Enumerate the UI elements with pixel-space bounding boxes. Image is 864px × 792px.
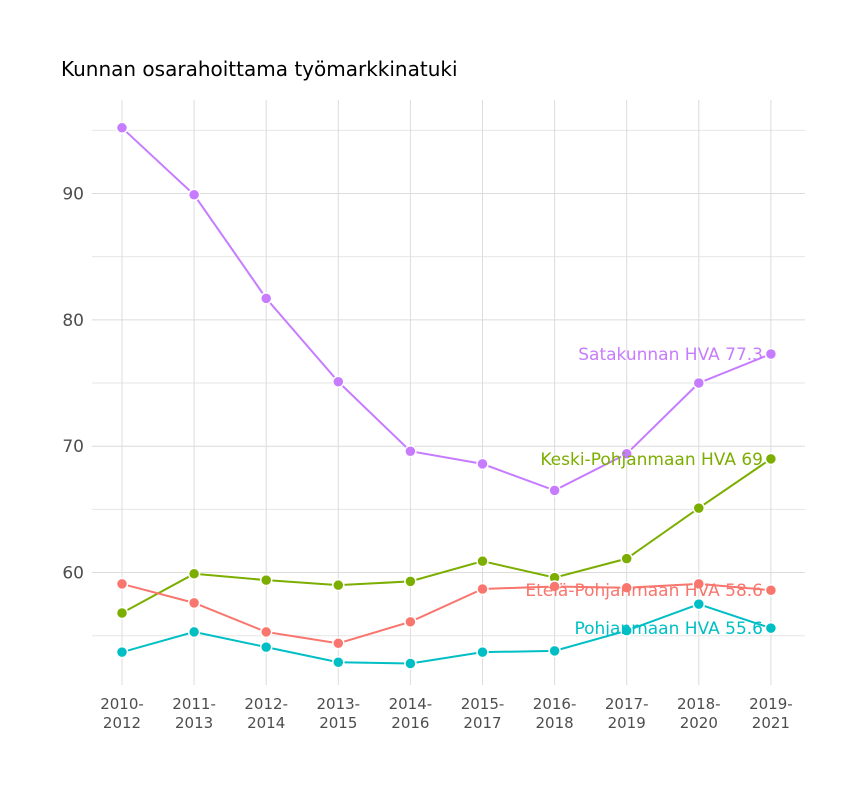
data-point [692, 577, 706, 591]
data-point [404, 575, 417, 588]
x-tick-label: 2016- [533, 695, 577, 713]
x-tick-label: 2011- [172, 695, 216, 713]
data-point [548, 484, 561, 497]
y-tick-label: 80 [62, 311, 84, 331]
data-point [764, 452, 778, 466]
data-point [764, 583, 778, 597]
series-end-label: Keski-Pohjanmaan HVA 69 [540, 450, 763, 470]
data-point [620, 581, 633, 594]
series-end-label: Pohjanmaan HVA 55.6 [574, 619, 763, 639]
data-point [259, 292, 273, 305]
x-tick-label: 2010- [100, 695, 144, 713]
data-point [548, 580, 561, 593]
data-point [332, 375, 345, 389]
data-point [187, 567, 201, 581]
data-point [115, 577, 129, 591]
data-point [115, 606, 129, 620]
data-point [259, 625, 273, 639]
y-tick-label: 70 [62, 437, 84, 457]
x-tick-label: 2018 [536, 714, 574, 732]
x-tick-label: 2020 [680, 714, 718, 732]
series-line [121, 582, 771, 645]
x-tick-label: 2016 [391, 714, 429, 732]
series-line [121, 127, 772, 492]
series-end-label: Satakunnan HVA 77.3 [578, 345, 763, 365]
x-tick-label: 2019- [749, 695, 793, 713]
data-point [259, 573, 273, 587]
x-tick-label: 2018- [677, 695, 721, 713]
data-point [476, 582, 489, 596]
data-point [476, 554, 489, 568]
data-point [404, 445, 417, 458]
x-tick-label: 2013- [317, 695, 361, 713]
data-point [115, 121, 129, 135]
series-line [121, 458, 772, 614]
data-point [187, 625, 201, 639]
data-point [187, 188, 201, 202]
data-point [692, 501, 706, 515]
x-tick-label: 2014 [247, 714, 285, 732]
x-tick-label: 2015 [319, 714, 357, 732]
x-tick-label: 2015- [461, 695, 505, 713]
data-point [187, 596, 201, 610]
data-point [548, 644, 561, 658]
data-point [476, 645, 489, 659]
data-point [115, 645, 129, 659]
x-tick-label: 2012 [103, 714, 141, 732]
data-point [692, 597, 706, 611]
y-tick-label: 60 [62, 564, 84, 584]
x-tick-label: 2017- [605, 695, 649, 713]
data-point [692, 376, 706, 390]
data-point [476, 457, 489, 471]
x-tick-label: 2017 [463, 714, 501, 732]
y-tick-label: 90 [62, 184, 84, 204]
data-point [620, 624, 633, 637]
data-point [404, 615, 417, 629]
data-point [332, 578, 345, 592]
series-end-label: Etelä-Pohjanmaan HVA 58.6 [525, 581, 763, 601]
x-tick-label: 2012- [244, 695, 288, 713]
data-point [259, 640, 273, 654]
data-point [332, 656, 345, 669]
data-point [620, 447, 633, 461]
x-tick-label: 2014- [389, 695, 433, 713]
x-tick-label: 2019 [608, 714, 646, 732]
data-point [404, 657, 417, 670]
data-point [764, 347, 778, 361]
data-point [620, 552, 633, 565]
x-tick-label: 2021 [752, 714, 790, 732]
x-tick-label: 2013 [175, 714, 213, 732]
series-line [121, 603, 772, 665]
data-point [764, 621, 778, 635]
chart-title: Kunnan osarahoittama työmarkkinatuki [61, 57, 458, 81]
data-point [332, 637, 345, 650]
